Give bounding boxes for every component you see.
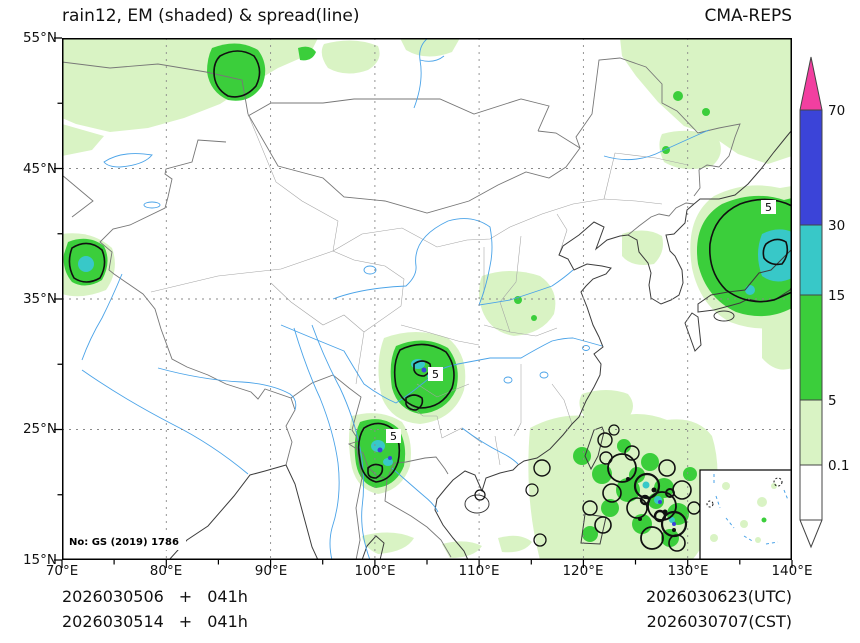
lat-tick-label: 35°N <box>22 291 57 307</box>
colorbar-label-70: 70 <box>828 103 845 119</box>
lead-time: 041h <box>207 587 248 606</box>
colorbar-dividers <box>800 109 822 521</box>
country-borders <box>62 57 741 560</box>
init-time-cst: 2026030514 <box>62 612 164 631</box>
model-name: CMA-REPS <box>704 6 792 26</box>
footer-init-utc-row: 2026030506 + 041h <box>62 587 248 606</box>
lon-tick-label: 140°E <box>771 563 813 579</box>
lon-tick-label: 70°E <box>45 563 79 579</box>
lat-tick-label: 45°N <box>22 160 57 177</box>
colorbar-seg-below0.1 <box>800 465 822 520</box>
colorbar-seg-0.1-5 <box>800 400 822 465</box>
lon-tick-label: 130°E <box>667 563 709 579</box>
lat-tick-label: 15°N <box>22 552 57 568</box>
map-license-badge: No: GS (2019) 1786 <box>64 533 186 550</box>
lon-tick-label: 120°E <box>562 563 604 579</box>
contour-label-japan-sea: 5 <box>765 201 772 214</box>
contour-labels: 5 5 5 <box>386 200 776 443</box>
plus-sign: + <box>178 612 193 631</box>
south-china-sea-inset <box>699 469 792 560</box>
spread-contours <box>68 50 792 483</box>
lon-tick-label: 90°E <box>254 563 288 579</box>
lat-tick-label: 25°N <box>22 421 57 437</box>
lead-time: 041h <box>207 612 248 631</box>
colorbar-seg-30-70 <box>800 110 822 225</box>
lon-tick-label: 110°E <box>458 563 500 579</box>
colorbar-seg-5-15 <box>800 295 822 400</box>
lon-tick-label: 80°E <box>149 563 183 579</box>
colorbar-arrow-bottom <box>800 520 822 547</box>
colorbar: 70 30 15 5 0.1 <box>799 56 849 549</box>
colorbar-label-5: 5 <box>828 393 837 409</box>
contour-label-sichuan: 5 <box>432 368 439 381</box>
axis-ticks <box>54 37 793 568</box>
colorbar-seg-15-30 <box>800 225 822 295</box>
footer-init-cst-row: 2026030514 + 041h <box>62 612 248 631</box>
init-time-utc: 2026030506 <box>62 587 164 606</box>
spread-contour-dots <box>626 477 676 532</box>
valid-time-cst: 2026030707(CST) <box>646 612 792 631</box>
plus-sign: + <box>178 587 193 606</box>
map-frame <box>62 38 792 560</box>
map-license-text: No: GS (2019) 1786 <box>69 537 179 548</box>
gridlines <box>62 38 792 560</box>
colorbar-label-15: 15 <box>828 288 845 304</box>
colorbar-label-30: 30 <box>828 218 845 234</box>
map-canvas: 5 5 5 No: GS (2019) <box>54 37 793 568</box>
spread-contours-cluster <box>474 424 701 552</box>
lon-tick-label: 100°E <box>354 563 396 579</box>
plot-title: rain12, EM (shaded) & spread(line) <box>62 6 360 26</box>
province-borders <box>150 113 689 466</box>
colorbar-label-0.1: 0.1 <box>828 458 849 474</box>
rivers <box>81 38 710 560</box>
coastlines <box>168 129 792 560</box>
colorbar-seg-above70 <box>800 57 822 110</box>
valid-time-utc: 2026030623(UTC) <box>646 587 792 606</box>
contour-label-yunnan: 5 <box>390 430 397 443</box>
precip-shade-blue <box>377 367 676 526</box>
lat-tick-label: 55°N <box>22 30 57 46</box>
